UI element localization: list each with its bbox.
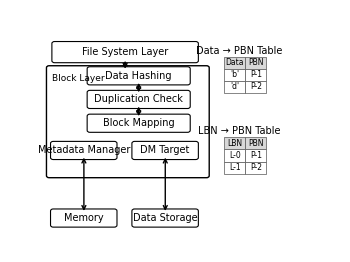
Bar [224, 81, 245, 93]
Bar [224, 57, 245, 69]
Text: P-2: P-2 [250, 83, 262, 91]
FancyBboxPatch shape [50, 209, 117, 227]
Text: Data Hashing: Data Hashing [105, 71, 172, 81]
FancyBboxPatch shape [50, 141, 117, 160]
Bar [224, 162, 245, 174]
Bar [224, 69, 245, 81]
FancyBboxPatch shape [87, 90, 190, 108]
Bar [245, 149, 266, 162]
Text: 'b': 'b' [230, 70, 239, 79]
Bar [245, 57, 266, 69]
Bar [245, 137, 266, 149]
Bar [245, 81, 266, 93]
Text: P-1: P-1 [250, 70, 262, 79]
Text: File System Layer: File System Layer [82, 47, 168, 57]
Text: Block Mapping: Block Mapping [103, 118, 175, 128]
FancyBboxPatch shape [87, 67, 190, 85]
FancyBboxPatch shape [52, 42, 198, 63]
Bar [245, 69, 266, 81]
FancyBboxPatch shape [132, 141, 198, 160]
Text: L-1: L-1 [229, 163, 240, 172]
FancyBboxPatch shape [47, 66, 209, 178]
Text: L-0: L-0 [229, 151, 240, 160]
Text: Block Layer: Block Layer [52, 74, 105, 83]
Text: Data: Data [225, 58, 244, 67]
FancyBboxPatch shape [87, 114, 190, 132]
Text: PBN: PBN [248, 58, 264, 67]
Text: Data → PBN Table: Data → PBN Table [196, 46, 282, 56]
Text: Metadata Manager: Metadata Manager [37, 145, 130, 155]
Bar [245, 162, 266, 174]
Bar [224, 149, 245, 162]
Text: PBN: PBN [248, 139, 264, 148]
FancyBboxPatch shape [132, 209, 198, 227]
Text: P-2: P-2 [250, 163, 262, 172]
Text: Data Storage: Data Storage [133, 213, 197, 223]
Bar [224, 137, 245, 149]
Text: LBN → PBN Table: LBN → PBN Table [198, 126, 280, 136]
Text: DM Target: DM Target [140, 145, 190, 155]
Text: Duplication Check: Duplication Check [94, 94, 183, 105]
Text: Memory: Memory [64, 213, 104, 223]
Text: LBN: LBN [227, 139, 242, 148]
Text: P-1: P-1 [250, 151, 262, 160]
Text: 'd': 'd' [230, 83, 239, 91]
